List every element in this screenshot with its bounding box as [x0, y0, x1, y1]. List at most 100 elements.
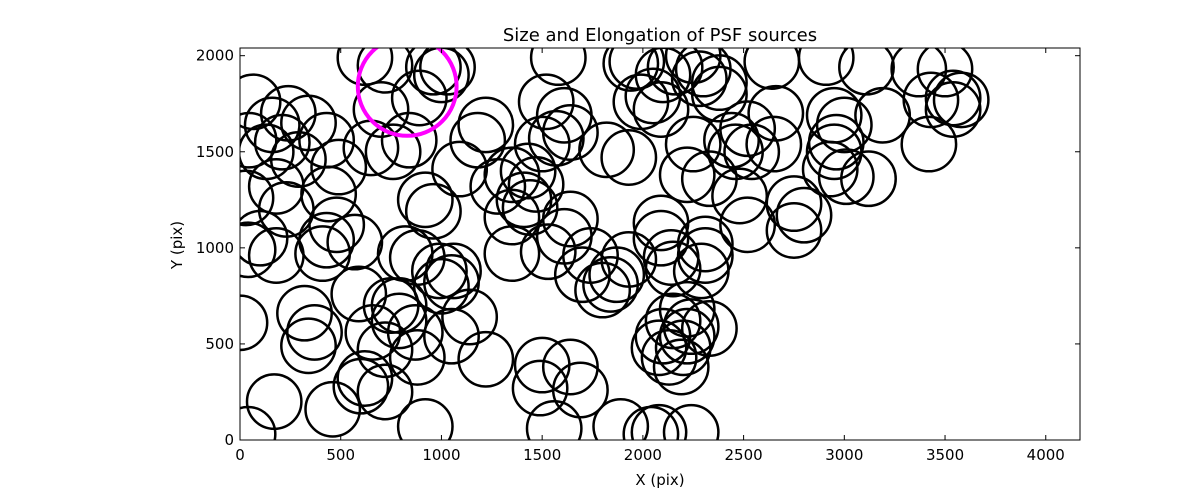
source-marker — [662, 403, 720, 440]
source-marker — [801, 140, 859, 198]
source-marker — [690, 65, 748, 123]
source-marker — [330, 265, 388, 323]
x-tick-label: 500 — [326, 446, 355, 464]
y-tick-label: 2000 — [196, 47, 234, 65]
source-marker — [644, 292, 702, 350]
source-marker — [632, 81, 690, 138]
source-marker — [690, 54, 748, 112]
source-marker — [388, 328, 446, 386]
source-marker — [286, 303, 343, 361]
source-marker — [658, 146, 716, 204]
x-tick-label: 0 — [235, 446, 245, 464]
x-tick-label: 2000 — [624, 446, 662, 464]
source-marker — [356, 363, 414, 421]
source-marker — [240, 111, 278, 169]
source-marker — [719, 196, 777, 254]
source-marker — [815, 96, 873, 154]
source-marker — [364, 123, 422, 181]
source-marker — [240, 73, 282, 131]
y-axis-label: Y (pix) — [168, 221, 186, 270]
x-tick-label: 1000 — [422, 446, 460, 464]
x-tick-label: 1500 — [523, 446, 561, 464]
y-tick-label: 500 — [205, 335, 234, 353]
source-marker — [483, 225, 541, 283]
source-marker — [670, 50, 728, 108]
x-axis: 0 500 1000 1500 2000 2500 3000 3500 4000 — [235, 48, 1065, 464]
source-marker — [658, 307, 716, 365]
source-marker — [646, 48, 704, 96]
source-marker — [390, 69, 448, 127]
chart-title: Size and Elongation of PSF sources — [503, 25, 817, 46]
y-tick-label: 0 — [224, 431, 234, 449]
source-marker — [431, 140, 489, 198]
source-marker — [745, 115, 803, 173]
source-marker — [245, 373, 303, 431]
source-marker — [916, 48, 974, 98]
x-tick-label: 4000 — [1027, 446, 1065, 464]
source-marker — [336, 350, 394, 407]
source-marker — [517, 73, 575, 131]
source-marker — [469, 157, 527, 215]
source-marker — [592, 398, 650, 440]
source-marker — [483, 146, 541, 204]
plot-frame — [239, 47, 1081, 441]
x-axis-label: X (pix) — [635, 471, 684, 489]
source-marker — [513, 115, 571, 173]
y-tick-label: 1000 — [196, 239, 234, 257]
source-marker — [602, 48, 660, 92]
source-marker — [396, 398, 454, 440]
source-marker — [676, 215, 734, 273]
source-marker — [654, 319, 712, 377]
highlighted-source-marker — [355, 48, 459, 138]
source-marker — [404, 182, 462, 240]
source-marker — [412, 48, 470, 104]
source-marker — [775, 186, 833, 244]
source-marker — [380, 111, 438, 169]
source-marker — [642, 229, 700, 286]
source-marker — [519, 223, 577, 281]
source-marker — [304, 380, 362, 438]
source-marker — [525, 400, 583, 440]
source-marker — [376, 225, 434, 283]
source-marker — [457, 96, 515, 154]
source-marker — [600, 129, 658, 186]
source-marker — [356, 48, 414, 94]
source-marker — [600, 230, 658, 288]
source-marker — [280, 317, 337, 375]
source-marker — [535, 86, 593, 144]
source-marker — [240, 123, 295, 181]
x-tick-label: 3500 — [926, 446, 964, 464]
source-marker — [765, 175, 823, 233]
source-marker — [326, 213, 384, 271]
source-marker — [634, 307, 692, 365]
source-marker — [511, 359, 569, 417]
source-marker — [890, 48, 948, 98]
source-marker — [396, 171, 454, 229]
x-tick-label: 2500 — [725, 446, 763, 464]
source-marker — [457, 330, 515, 388]
source-marker — [259, 84, 317, 142]
source-marker — [932, 71, 990, 129]
source-marker — [541, 338, 599, 396]
source-marker — [240, 221, 277, 279]
source-marker — [276, 284, 333, 342]
source-marker — [703, 111, 760, 169]
x-tick-label: 3000 — [825, 446, 863, 464]
source-marker — [423, 253, 480, 311]
source-marker — [840, 150, 897, 208]
source-marker — [356, 321, 414, 379]
source-marker — [310, 138, 368, 196]
source-marker — [608, 48, 666, 90]
source-marker — [664, 115, 722, 173]
source-marker — [499, 142, 557, 200]
source-marker — [900, 115, 958, 173]
y-axis: 0 500 1000 1500 2000 — [196, 47, 1080, 449]
y-tick-label: 1500 — [196, 143, 234, 161]
source-marker — [419, 48, 476, 96]
source-marker — [551, 361, 609, 419]
source-marker — [644, 240, 702, 298]
source-marker — [640, 328, 698, 386]
source-marker — [797, 48, 855, 87]
source-marker — [240, 405, 277, 440]
